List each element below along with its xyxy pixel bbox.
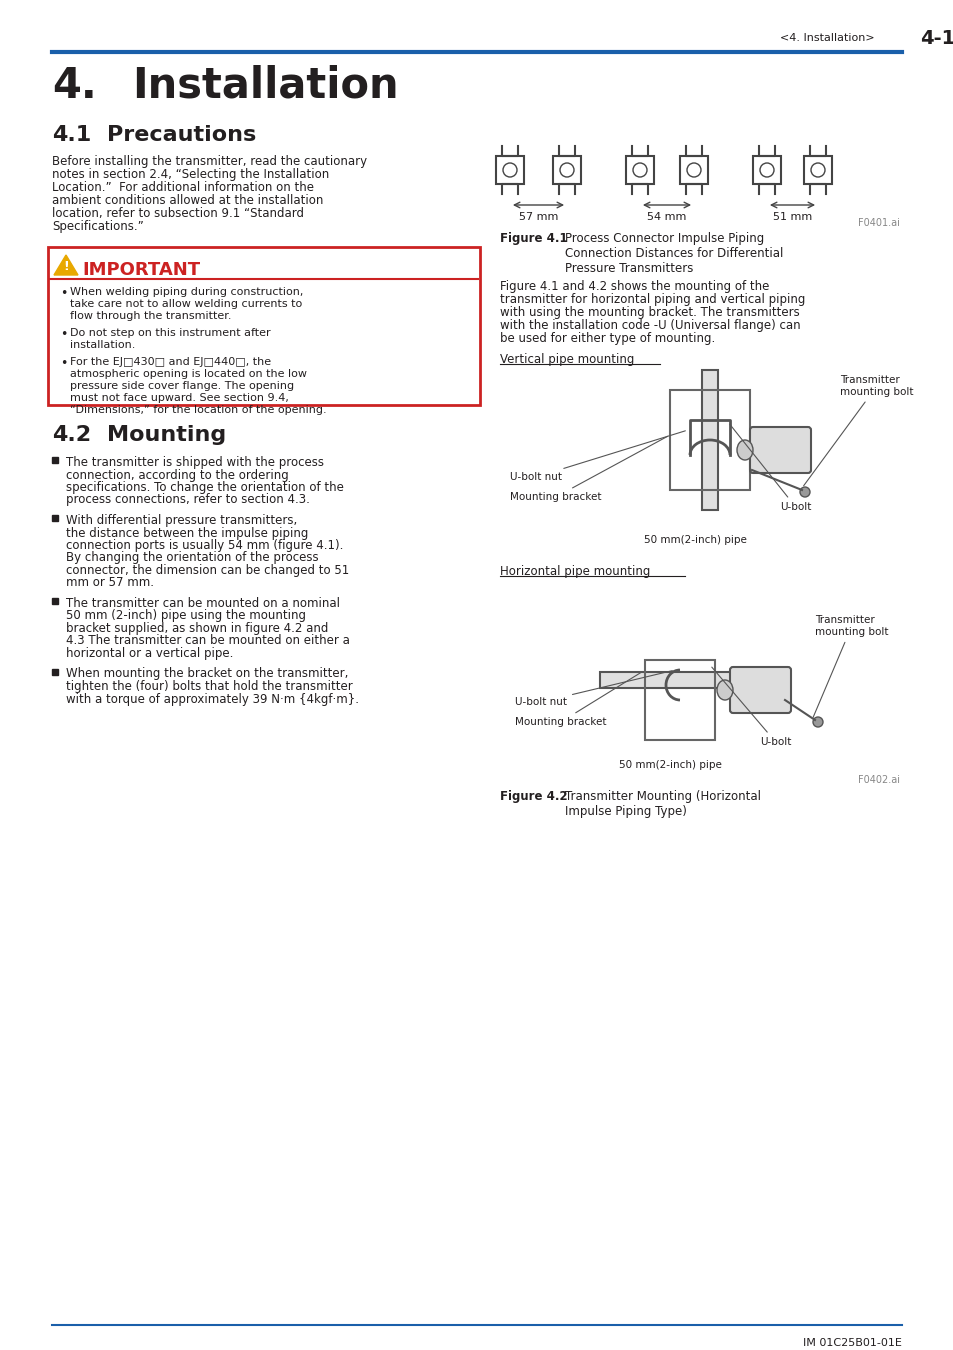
Text: the distance between the impulse piping: the distance between the impulse piping (66, 526, 308, 540)
FancyBboxPatch shape (48, 247, 479, 405)
Circle shape (800, 487, 809, 497)
Text: Horizontal pipe mounting: Horizontal pipe mounting (499, 566, 650, 578)
Text: Figure 4.1: Figure 4.1 (499, 232, 567, 244)
Text: When mounting the bracket on the transmitter,: When mounting the bracket on the transmi… (66, 667, 348, 680)
Text: 4-1: 4-1 (919, 28, 953, 47)
Text: Mounting bracket: Mounting bracket (510, 436, 667, 502)
Circle shape (812, 717, 822, 728)
FancyBboxPatch shape (729, 667, 790, 713)
Text: IM 01C25B01-01E: IM 01C25B01-01E (802, 1338, 901, 1349)
Bar (52, 668, 58, 675)
Text: mm or 57 mm.: mm or 57 mm. (66, 576, 153, 590)
Bar (599, 672, 760, 688)
Text: The transmitter can be mounted on a nominal: The transmitter can be mounted on a nomi… (66, 597, 339, 610)
Text: F0402.ai: F0402.ai (857, 775, 899, 784)
Text: must not face upward. See section 9.4,: must not face upward. See section 9.4, (70, 393, 289, 404)
Text: By changing the orientation of the process: By changing the orientation of the proce… (66, 552, 318, 564)
Text: connection ports is usually 54 mm (figure 4.1).: connection ports is usually 54 mm (figur… (66, 539, 343, 552)
Text: Mounting bracket: Mounting bracket (515, 671, 642, 728)
Text: be used for either type of mounting.: be used for either type of mounting. (499, 332, 715, 346)
Text: take care not to allow welding currents to: take care not to allow welding currents … (70, 298, 302, 309)
Text: Process Connector Impulse Piping
Connection Distances for Differential
Pressure : Process Connector Impulse Piping Connect… (564, 232, 782, 275)
Text: 4.3 The transmitter can be mounted on either a: 4.3 The transmitter can be mounted on ei… (66, 634, 350, 648)
Text: U-bolt nut: U-bolt nut (515, 671, 672, 707)
Text: 57 mm: 57 mm (518, 212, 558, 221)
Text: •: • (60, 288, 68, 300)
Text: flow through the transmitter.: flow through the transmitter. (70, 310, 232, 321)
Text: Location.”  For additional information on the: Location.” For additional information on… (52, 181, 314, 194)
FancyBboxPatch shape (679, 157, 707, 184)
Text: With differential pressure transmitters,: With differential pressure transmitters, (66, 514, 297, 526)
Text: location, refer to subsection 9.1 “Standard: location, refer to subsection 9.1 “Stand… (52, 207, 304, 220)
Text: <4. Installation>: <4. Installation> (780, 32, 874, 43)
Bar (52, 598, 58, 603)
Text: Installation: Installation (132, 65, 398, 107)
Text: •: • (60, 328, 68, 342)
Text: •: • (60, 356, 68, 370)
Text: connection, according to the ordering: connection, according to the ordering (66, 468, 289, 482)
Text: 50 mm (2-inch) pipe using the mounting: 50 mm (2-inch) pipe using the mounting (66, 609, 306, 622)
Text: Vertical pipe mounting: Vertical pipe mounting (499, 352, 634, 366)
Text: with the installation code -U (Universal flange) can: with the installation code -U (Universal… (499, 319, 800, 332)
FancyBboxPatch shape (496, 157, 523, 184)
FancyBboxPatch shape (803, 157, 831, 184)
Text: connector, the dimension can be changed to 51: connector, the dimension can be changed … (66, 564, 349, 576)
Text: Figure 4.2: Figure 4.2 (499, 790, 567, 803)
Text: F0401.ai: F0401.ai (858, 217, 899, 228)
Text: 51 mm: 51 mm (772, 212, 811, 221)
Text: 54 mm: 54 mm (647, 212, 686, 221)
Text: tighten the (four) bolts that hold the transmitter: tighten the (four) bolts that hold the t… (66, 680, 353, 693)
Text: atmospheric opening is located on the low: atmospheric opening is located on the lo… (70, 369, 307, 379)
Bar (669, 390, 749, 490)
Text: IMPORTANT: IMPORTANT (82, 261, 200, 279)
Text: notes in section 2.4, “Selecting the Installation: notes in section 2.4, “Selecting the Ins… (52, 167, 329, 181)
Text: Before installing the transmitter, read the cautionary: Before installing the transmitter, read … (52, 155, 367, 167)
Text: Transmitter
mounting bolt: Transmitter mounting bolt (812, 616, 887, 717)
Text: U-bolt nut: U-bolt nut (510, 431, 684, 482)
FancyBboxPatch shape (553, 157, 580, 184)
Text: Specifications.”: Specifications.” (52, 220, 144, 234)
FancyBboxPatch shape (625, 157, 654, 184)
Text: Precautions: Precautions (107, 126, 256, 144)
Text: Transmitter
mounting bolt: Transmitter mounting bolt (802, 375, 913, 486)
Text: Figure 4.1 and 4.2 shows the mounting of the: Figure 4.1 and 4.2 shows the mounting of… (499, 279, 768, 293)
Text: with using the mounting bracket. The transmitters: with using the mounting bracket. The tra… (499, 306, 799, 319)
FancyBboxPatch shape (749, 427, 810, 472)
Text: For the EJ□430□ and EJ□440□, the: For the EJ□430□ and EJ□440□, the (70, 356, 271, 367)
Text: ambient conditions allowed at the installation: ambient conditions allowed at the instal… (52, 194, 323, 207)
Text: The transmitter is shipped with the process: The transmitter is shipped with the proc… (66, 456, 324, 468)
Text: pressure side cover flange. The opening: pressure side cover flange. The opening (70, 381, 294, 392)
Text: bracket supplied, as shown in figure 4.2 and: bracket supplied, as shown in figure 4.2… (66, 622, 328, 634)
FancyBboxPatch shape (752, 157, 781, 184)
Text: 50 mm(2-inch) pipe: 50 mm(2-inch) pipe (643, 535, 745, 545)
Ellipse shape (717, 680, 732, 701)
Text: Transmitter Mounting (Horizontal
Impulse Piping Type): Transmitter Mounting (Horizontal Impulse… (564, 790, 760, 818)
Text: When welding piping during construction,: When welding piping during construction, (70, 288, 303, 297)
Text: 4.1: 4.1 (52, 126, 91, 144)
Bar (52, 458, 58, 463)
Text: 4.: 4. (52, 65, 96, 107)
Text: 4.2: 4.2 (52, 425, 91, 446)
Text: horizontal or a vertical pipe.: horizontal or a vertical pipe. (66, 647, 233, 660)
Bar (701, 370, 718, 510)
Text: 50 mm(2-inch) pipe: 50 mm(2-inch) pipe (618, 760, 720, 770)
Text: Do not step on this instrument after: Do not step on this instrument after (70, 328, 271, 338)
Polygon shape (54, 255, 78, 275)
Text: Mounting: Mounting (107, 425, 226, 446)
Text: U-bolt: U-bolt (729, 424, 810, 512)
Text: !: ! (63, 261, 69, 274)
Ellipse shape (737, 440, 752, 460)
Text: transmitter for horizontal piping and vertical piping: transmitter for horizontal piping and ve… (499, 293, 804, 306)
Bar (52, 514, 58, 521)
Text: with a torque of approximately 39 N·m {4kgf·m}.: with a torque of approximately 39 N·m {4… (66, 693, 358, 706)
Text: “Dimensions,” for the location of the opening.: “Dimensions,” for the location of the op… (70, 405, 326, 414)
Bar (644, 660, 714, 740)
Text: process connections, refer to section 4.3.: process connections, refer to section 4.… (66, 494, 310, 506)
Text: specifications. To change the orientation of the: specifications. To change the orientatio… (66, 481, 343, 494)
Text: U-bolt: U-bolt (711, 667, 791, 747)
Text: installation.: installation. (70, 340, 135, 350)
